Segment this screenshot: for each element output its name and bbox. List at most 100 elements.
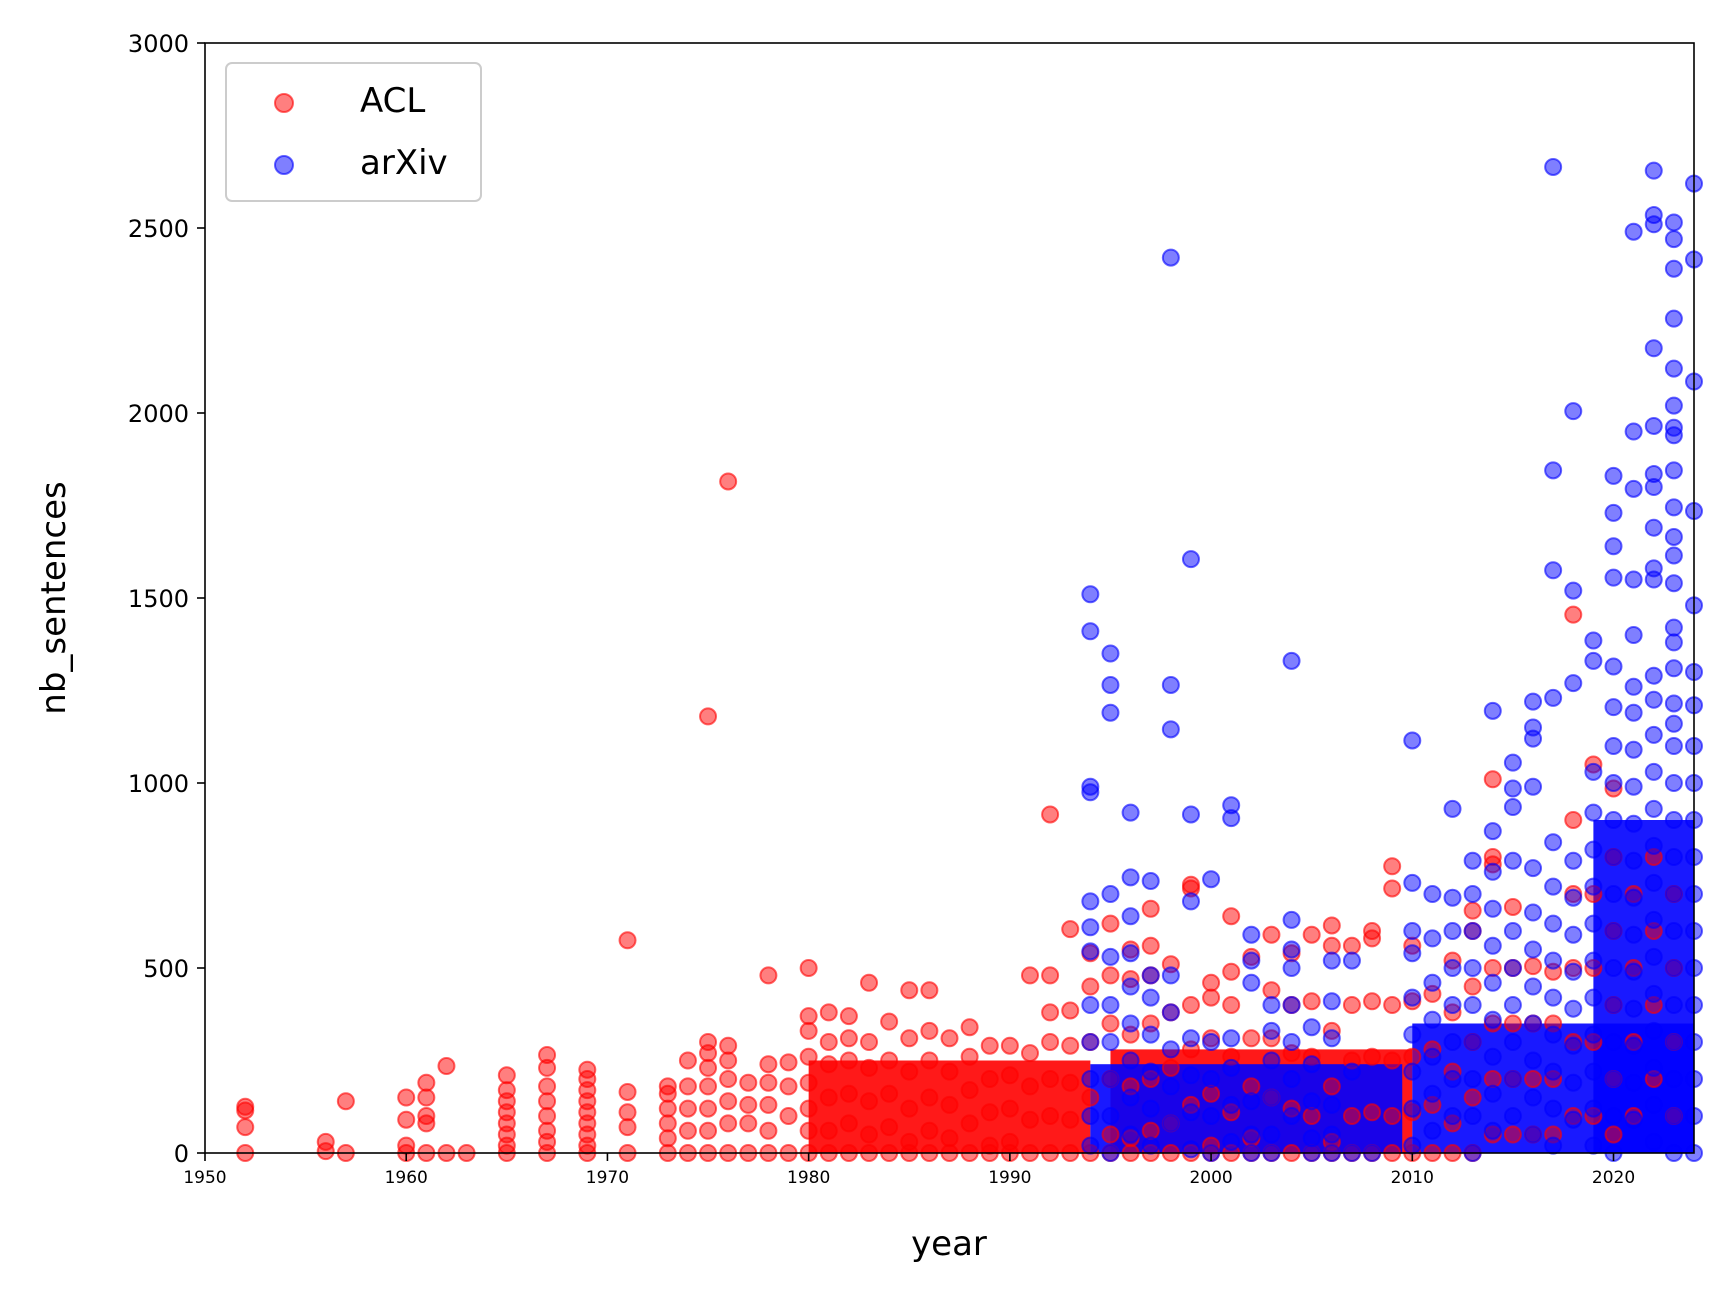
x-tick-label: 2020 [1592, 1168, 1635, 1188]
point-acl [1222, 962, 1241, 981]
point-arxiv [1403, 1062, 1422, 1081]
point-arxiv [1101, 996, 1120, 1014]
point-arxiv [1524, 903, 1543, 922]
point-arxiv [1181, 550, 1200, 569]
point-acl [1463, 1088, 1482, 1107]
point-arxiv [1483, 973, 1502, 992]
point-acl [1483, 959, 1502, 977]
point-arxiv [1081, 1107, 1100, 1125]
point-arxiv [1624, 1073, 1643, 1092]
point-arxiv [1624, 962, 1643, 981]
point-acl [880, 1118, 899, 1137]
point-acl [1363, 929, 1382, 948]
point-arxiv [1322, 1095, 1341, 1114]
point-arxiv [1544, 1025, 1563, 1044]
point-acl [799, 1121, 818, 1140]
point-arxiv [1664, 633, 1683, 652]
point-arxiv [1443, 799, 1462, 818]
point-acl [336, 1092, 355, 1111]
point-acl [1363, 1103, 1382, 1122]
point-acl [860, 1033, 879, 1051]
series-arxiv [1081, 157, 1703, 1162]
point-arxiv [1202, 1107, 1221, 1125]
point-acl [417, 1073, 436, 1092]
point-arxiv [1644, 762, 1663, 781]
point-acl [1041, 1107, 1060, 1125]
point-acl [1202, 1084, 1221, 1103]
point-acl [316, 1142, 335, 1161]
point-arxiv [1483, 1010, 1502, 1029]
point-arxiv [1483, 1047, 1502, 1066]
point-acl [658, 1084, 677, 1103]
point-arxiv [1081, 1070, 1100, 1088]
point-arxiv [1644, 873, 1663, 892]
point-arxiv [1524, 1051, 1543, 1070]
point-arxiv [1403, 922, 1422, 940]
point-acl [1463, 977, 1482, 996]
point-acl [739, 1073, 758, 1092]
point-arxiv [1423, 1121, 1442, 1140]
point-acl [1020, 1110, 1039, 1129]
data-points [236, 157, 1703, 1162]
point-arxiv [1463, 959, 1482, 977]
point-acl [719, 1092, 738, 1111]
point-arxiv [1604, 811, 1623, 829]
point-arxiv [1544, 914, 1563, 933]
dense-region-arxiv-4 [1593, 820, 1694, 1153]
point-acl [980, 1036, 999, 1055]
point-arxiv [1161, 1114, 1180, 1133]
point-acl [940, 1095, 959, 1114]
point-acl [1524, 1070, 1543, 1088]
point-acl [940, 1062, 959, 1081]
point-acl [819, 1033, 838, 1051]
point-acl [920, 1088, 939, 1107]
point-acl [900, 1062, 919, 1081]
point-acl [1061, 1036, 1080, 1055]
point-arxiv [1081, 918, 1100, 937]
point-arxiv [1483, 1121, 1502, 1140]
point-arxiv [1463, 1033, 1482, 1051]
point-acl [397, 1088, 416, 1107]
point-acl [1363, 992, 1382, 1011]
y-tick-label: 2500 [128, 215, 189, 243]
point-arxiv [1524, 1014, 1543, 1033]
point-arxiv [1664, 426, 1683, 445]
point-arxiv [1161, 1040, 1180, 1059]
point-acl [920, 1051, 939, 1070]
point-acl [759, 1055, 778, 1074]
point-acl [779, 1053, 798, 1072]
point-acl [839, 1007, 858, 1026]
point-arxiv [1443, 959, 1462, 977]
point-acl [1061, 1110, 1080, 1129]
point-acl [940, 1029, 959, 1048]
point-arxiv [1141, 988, 1160, 1007]
point-arxiv [1644, 518, 1663, 537]
point-arxiv [1664, 309, 1683, 328]
point-arxiv [1644, 1095, 1663, 1114]
point-arxiv [1564, 962, 1583, 981]
x-axis-label: year [911, 1224, 987, 1264]
point-arxiv [1282, 651, 1301, 670]
point-acl [618, 931, 637, 950]
point-acl [799, 1073, 818, 1092]
point-arxiv [1604, 568, 1623, 587]
point-arxiv [1222, 809, 1241, 828]
point-arxiv [1161, 966, 1180, 985]
point-acl [678, 1077, 697, 1096]
point-acl [417, 1088, 436, 1107]
point-arxiv [1644, 1021, 1663, 1040]
point-acl [779, 1077, 798, 1096]
point-arxiv [1584, 988, 1603, 1007]
point-arxiv [1604, 959, 1623, 977]
point-arxiv [1242, 1092, 1261, 1111]
point-arxiv [1644, 690, 1663, 709]
point-acl [1101, 914, 1120, 933]
point-arxiv [1624, 479, 1643, 498]
point-acl [417, 1114, 436, 1133]
point-acl [739, 1114, 758, 1133]
point-arxiv [1524, 1088, 1543, 1107]
point-acl [880, 1084, 899, 1103]
point-arxiv [1624, 1110, 1643, 1129]
point-acl [678, 1099, 697, 1118]
point-arxiv [1664, 546, 1683, 565]
